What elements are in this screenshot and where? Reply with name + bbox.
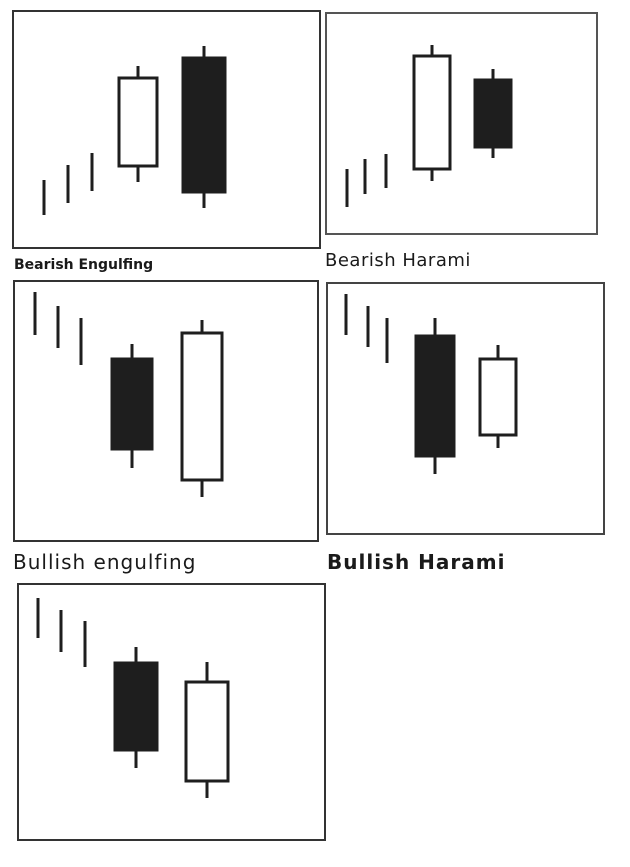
candle-body xyxy=(110,357,154,451)
filled-candle xyxy=(110,344,154,468)
hollow-candle xyxy=(412,45,452,181)
panel-bullish-harami xyxy=(326,282,605,535)
caption-bearish-harami: Bearish Harami xyxy=(325,250,471,271)
candle-body xyxy=(414,334,456,458)
candle-body xyxy=(113,661,159,752)
candle-body xyxy=(478,357,518,437)
panel-bullish-engulfing xyxy=(13,280,319,542)
candlestick-diagram xyxy=(345,45,513,207)
candle-body xyxy=(117,76,159,168)
candle-body xyxy=(181,56,227,194)
hollow-candle xyxy=(180,320,224,497)
filled-candle xyxy=(181,46,227,208)
candle-body xyxy=(412,54,452,171)
candlestick-diagram xyxy=(42,46,227,215)
caption-bullish-harami: Bullish Harami xyxy=(327,550,506,574)
candlestick-diagram xyxy=(36,598,230,798)
filled-candle xyxy=(113,647,159,768)
filled-candle xyxy=(473,69,513,158)
hollow-candle xyxy=(117,66,159,182)
panel-bearish-engulfing xyxy=(12,10,321,249)
panel-unlabeled-pattern xyxy=(17,583,326,841)
candlestick-diagram xyxy=(33,292,224,497)
candle-body xyxy=(184,680,230,783)
candlestick-diagram xyxy=(344,294,518,474)
caption-bullish-engulfing: Bullish engulfing xyxy=(13,550,197,574)
filled-candle xyxy=(414,318,456,474)
candle-body xyxy=(180,331,224,482)
panel-bearish-harami xyxy=(325,12,598,235)
hollow-candle xyxy=(478,345,518,448)
candle-body xyxy=(473,78,513,149)
hollow-candle xyxy=(184,662,230,798)
caption-bearish-engulfing: Bearish Engulfing xyxy=(14,257,154,273)
